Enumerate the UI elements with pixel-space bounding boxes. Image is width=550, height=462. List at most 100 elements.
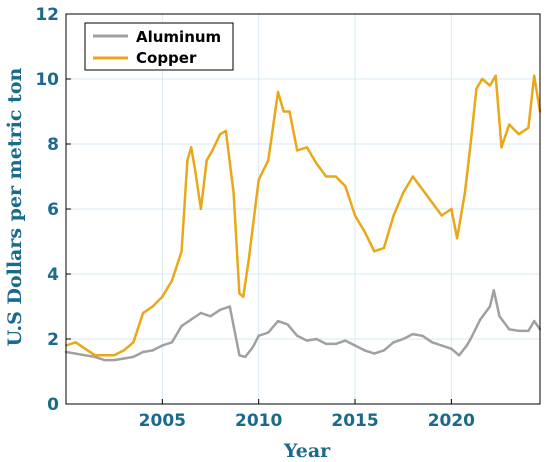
data-point-copper <box>481 77 484 81</box>
data-point-aluminum <box>382 349 386 352</box>
data-point-copper <box>141 311 145 315</box>
data-point-copper <box>334 175 337 178</box>
data-point-aluminum <box>527 329 530 333</box>
data-point-copper <box>469 142 472 146</box>
data-point-aluminum <box>170 341 174 344</box>
data-point-copper <box>132 341 135 344</box>
data-point-copper <box>527 126 530 129</box>
data-point-aluminum <box>430 341 434 344</box>
data-point-aluminum <box>103 358 106 362</box>
data-point-copper <box>276 90 280 94</box>
data-point-copper <box>455 237 459 240</box>
legend-box <box>84 22 234 71</box>
data-point-aluminum <box>199 311 203 315</box>
data-point-copper <box>238 292 241 295</box>
data-point-copper <box>211 149 214 152</box>
data-point-aluminum <box>421 334 424 337</box>
data-point-copper <box>500 146 503 149</box>
data-point-copper <box>315 162 318 165</box>
data-point-copper <box>305 146 309 149</box>
data-point-copper <box>122 349 126 352</box>
data-point-aluminum <box>373 352 376 355</box>
data-point-aluminum <box>151 349 154 352</box>
x-tick-label: 2010 <box>235 411 282 431</box>
x-tick-label: 2020 <box>428 411 475 431</box>
data-point-aluminum <box>305 339 309 342</box>
data-point-copper <box>193 168 197 172</box>
data-point-aluminum <box>141 350 145 354</box>
data-point-copper <box>113 354 116 357</box>
data-point-copper <box>324 175 328 178</box>
data-point-aluminum <box>161 344 164 347</box>
data-point-copper <box>450 207 453 211</box>
data-point-aluminum <box>228 305 231 308</box>
data-point-aluminum <box>74 352 77 355</box>
data-point-copper <box>224 129 228 133</box>
data-point-copper <box>93 354 97 357</box>
x-axis: 2005 2010 2015 2020 <box>139 399 475 431</box>
data-point-copper <box>344 185 347 188</box>
data-point-copper <box>242 295 245 298</box>
data-point-copper <box>186 159 189 162</box>
data-point-aluminum <box>209 315 212 318</box>
data-point-copper <box>475 87 478 91</box>
data-point-aluminum <box>517 329 520 333</box>
data-point-aluminum <box>392 341 395 344</box>
data-point-aluminum <box>180 324 183 328</box>
data-point-copper <box>373 250 376 253</box>
data-point-aluminum <box>113 358 116 362</box>
x-tick-label: 2015 <box>331 411 378 431</box>
data-point-aluminum <box>251 345 255 349</box>
data-point-copper <box>247 256 251 259</box>
grid <box>66 13 540 405</box>
series-layer <box>64 74 542 362</box>
data-point-aluminum <box>218 308 222 311</box>
data-point-aluminum <box>479 318 482 321</box>
data-point-copper <box>508 123 511 126</box>
data-point-aluminum <box>334 342 337 346</box>
data-point-aluminum <box>324 342 328 346</box>
series-line-copper <box>65 74 542 357</box>
data-point-aluminum <box>457 354 461 357</box>
data-point-aluminum <box>296 334 299 337</box>
data-point-copper <box>363 230 366 233</box>
data-point-copper <box>103 354 106 357</box>
data-point-copper <box>463 191 467 194</box>
data-point-aluminum <box>508 328 511 331</box>
data-point-copper <box>288 110 291 113</box>
data-point-copper <box>84 347 87 350</box>
data-point-copper <box>488 84 492 87</box>
data-point-copper <box>533 74 536 78</box>
data-point-copper <box>205 159 208 162</box>
y-tick-label: 8 <box>47 135 59 155</box>
data-point-aluminum <box>488 305 492 308</box>
data-point-copper <box>411 175 414 178</box>
y-tick-label: 0 <box>47 395 59 415</box>
data-point-aluminum <box>257 334 260 337</box>
y-tick-label: 10 <box>35 70 59 90</box>
data-point-copper <box>161 295 164 298</box>
data-point-aluminum <box>267 331 270 334</box>
data-point-copper <box>257 178 260 181</box>
data-point-copper <box>232 191 235 194</box>
data-point-aluminum <box>450 347 453 350</box>
x-axis-title: Year <box>283 440 331 462</box>
data-point-aluminum <box>411 332 414 336</box>
data-point-copper <box>282 110 285 113</box>
data-point-aluminum <box>440 344 443 347</box>
data-point-aluminum <box>402 337 405 341</box>
data-point-copper <box>74 341 77 344</box>
data-point-aluminum <box>244 355 247 359</box>
data-point-copper <box>392 214 395 217</box>
data-point-copper <box>170 279 174 282</box>
legend: Aluminum Copper <box>84 22 234 71</box>
data-point-copper <box>382 246 386 250</box>
data-point-aluminum <box>492 289 495 292</box>
data-point-aluminum <box>469 337 472 341</box>
data-point-copper <box>180 250 183 253</box>
data-point-aluminum <box>344 339 347 342</box>
data-point-aluminum <box>286 323 289 326</box>
data-point-aluminum <box>315 337 318 341</box>
y-tick-label: 12 <box>35 5 59 25</box>
y-tick-label: 2 <box>47 330 59 350</box>
